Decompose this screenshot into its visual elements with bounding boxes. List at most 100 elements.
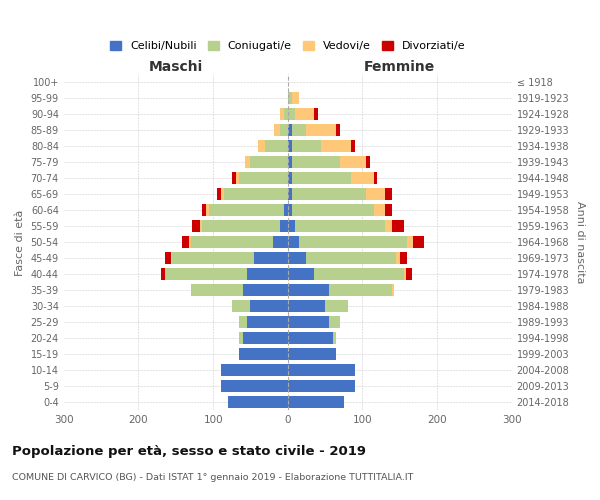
Bar	[243, 332, 288, 344]
Bar	[400, 252, 407, 264]
Bar	[292, 204, 374, 216]
Bar	[292, 172, 351, 184]
Bar	[239, 332, 243, 344]
Bar	[288, 124, 292, 136]
Bar	[295, 220, 385, 232]
Bar	[307, 124, 337, 136]
Bar	[250, 156, 288, 168]
Bar	[385, 220, 392, 232]
Bar	[292, 188, 366, 200]
Bar	[288, 156, 292, 168]
Bar	[288, 204, 292, 216]
Bar	[206, 204, 209, 216]
Bar	[288, 252, 307, 264]
Bar	[292, 156, 340, 168]
Bar	[374, 172, 377, 184]
Bar	[232, 172, 236, 184]
Bar	[192, 220, 200, 232]
Bar	[407, 236, 413, 248]
Bar	[250, 300, 288, 312]
Bar	[288, 140, 292, 152]
Bar	[280, 124, 288, 136]
Bar	[164, 252, 170, 264]
Bar	[351, 140, 355, 152]
Bar	[288, 300, 325, 312]
Bar	[247, 316, 288, 328]
Bar	[288, 348, 337, 360]
Bar	[189, 236, 191, 248]
Bar	[288, 380, 355, 392]
Bar	[329, 284, 392, 296]
Bar	[385, 204, 392, 216]
Bar	[209, 204, 284, 216]
Bar	[191, 284, 243, 296]
Bar	[351, 172, 374, 184]
Bar	[288, 220, 295, 232]
Bar	[236, 172, 239, 184]
Bar	[280, 220, 288, 232]
Bar	[224, 188, 288, 200]
Bar	[392, 284, 394, 296]
Bar	[247, 268, 288, 280]
Bar	[329, 316, 340, 328]
Y-axis label: Fasce di età: Fasce di età	[15, 209, 25, 276]
Bar	[385, 188, 392, 200]
Text: Femmine: Femmine	[364, 60, 436, 74]
Bar	[170, 252, 172, 264]
Bar	[366, 188, 385, 200]
Bar	[202, 204, 206, 216]
Bar	[164, 268, 247, 280]
Bar	[404, 268, 406, 280]
Bar	[288, 332, 332, 344]
Bar	[254, 252, 288, 264]
Bar	[325, 300, 347, 312]
Bar	[322, 140, 351, 152]
Bar	[288, 364, 355, 376]
Bar	[288, 284, 329, 296]
Bar	[288, 172, 292, 184]
Bar	[288, 92, 292, 104]
Bar	[239, 172, 288, 184]
Bar	[258, 140, 265, 152]
Y-axis label: Anni di nascita: Anni di nascita	[575, 201, 585, 283]
Bar	[273, 236, 288, 248]
Bar	[232, 300, 250, 312]
Bar	[366, 156, 370, 168]
Bar	[295, 108, 314, 120]
Bar	[413, 236, 424, 248]
Bar	[284, 108, 288, 120]
Bar	[217, 188, 221, 200]
Bar	[288, 188, 292, 200]
Bar	[274, 124, 280, 136]
Bar	[191, 236, 273, 248]
Bar	[374, 204, 385, 216]
Bar	[161, 268, 164, 280]
Bar	[292, 140, 322, 152]
Bar	[396, 252, 400, 264]
Text: Popolazione per età, sesso e stato civile - 2019: Popolazione per età, sesso e stato civil…	[12, 445, 366, 458]
Bar	[288, 108, 295, 120]
Bar	[245, 156, 250, 168]
Bar	[292, 92, 299, 104]
Bar	[288, 396, 344, 408]
Bar	[221, 380, 288, 392]
Bar	[288, 268, 314, 280]
Bar	[288, 316, 329, 328]
Bar	[299, 236, 407, 248]
Bar	[202, 220, 280, 232]
Bar	[239, 316, 247, 328]
Bar	[239, 348, 288, 360]
Bar	[392, 220, 404, 232]
Bar	[314, 108, 317, 120]
Bar	[228, 396, 288, 408]
Bar	[340, 156, 366, 168]
Legend: Celibi/Nubili, Coniugati/e, Vedovi/e, Divorziati/e: Celibi/Nubili, Coniugati/e, Vedovi/e, Di…	[106, 36, 470, 56]
Bar	[284, 204, 288, 216]
Text: COMUNE DI CARVICO (BG) - Dati ISTAT 1° gennaio 2019 - Elaborazione TUTTITALIA.IT: COMUNE DI CARVICO (BG) - Dati ISTAT 1° g…	[12, 473, 413, 482]
Bar	[243, 284, 288, 296]
Bar	[200, 220, 202, 232]
Bar	[172, 252, 254, 264]
Bar	[221, 364, 288, 376]
Bar	[314, 268, 404, 280]
Bar	[182, 236, 189, 248]
